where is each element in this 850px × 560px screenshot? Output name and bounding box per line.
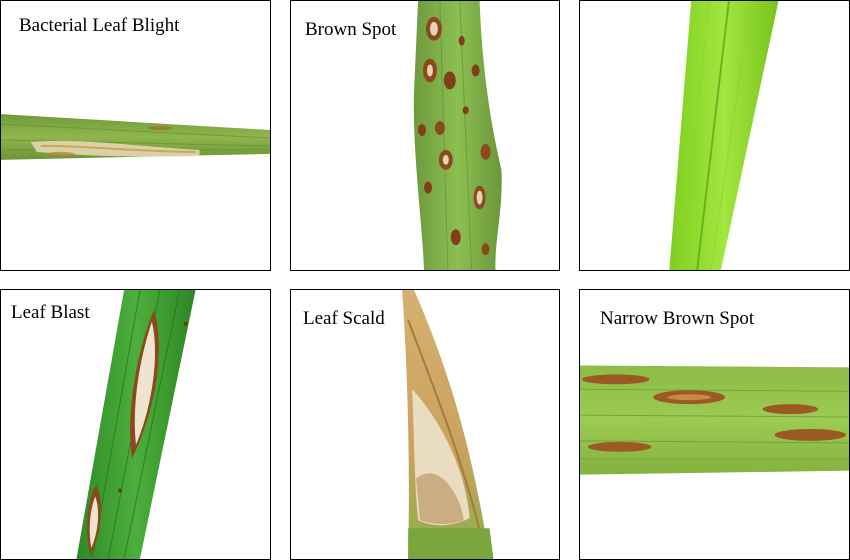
- panel-bacterial-leaf-blight: Bacterial Leaf Blight: [0, 0, 271, 271]
- panel-leaf-scald: Leaf Scald: [290, 289, 560, 560]
- panel-label: Bacterial Leaf Blight: [19, 15, 180, 36]
- leaf-image: [76, 290, 196, 559]
- panel-leaf-blast: Leaf Blast: [0, 289, 271, 560]
- panel-label: Leaf Blast: [11, 302, 90, 323]
- panel-brown-spot: Brown Spot: [290, 0, 560, 271]
- panel-narrow-brown-spot: Narrow Brown Spot: [579, 289, 850, 560]
- leaf-image: [1, 114, 270, 160]
- leaf-image: [413, 1, 502, 270]
- panel-label: Leaf Scald: [303, 308, 385, 329]
- leaf-image: [669, 1, 779, 270]
- panel-healthy-leaf: [579, 0, 850, 271]
- leaf-image: [402, 290, 494, 559]
- leaf-image: [580, 365, 849, 475]
- panel-label: Brown Spot: [305, 19, 397, 40]
- panel-label: Narrow Brown Spot: [600, 308, 755, 329]
